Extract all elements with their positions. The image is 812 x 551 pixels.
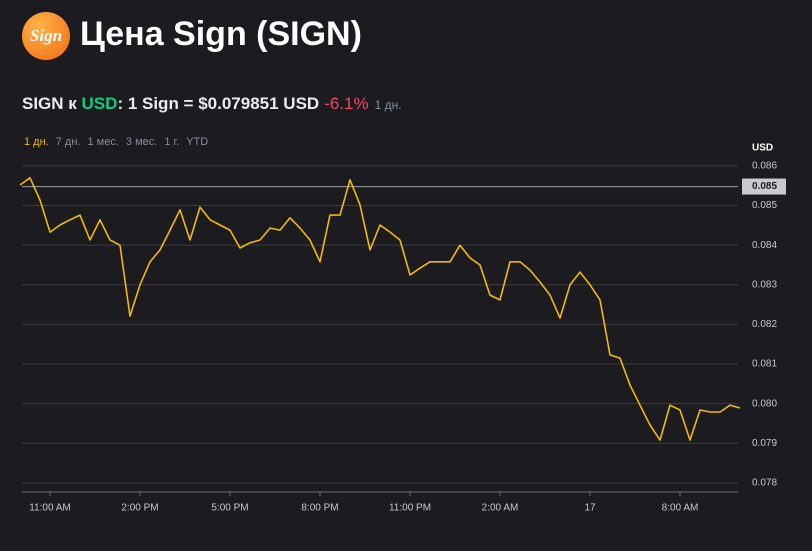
price-line: SIGN к USD: 1 Sign = $0.079851 USD -6.1% 1… bbox=[22, 94, 402, 114]
x-tick-label: 11:00 AM bbox=[29, 503, 71, 514]
reference-label: 0.085 bbox=[752, 181, 777, 192]
x-tick-label: 8:00 AM bbox=[662, 503, 699, 514]
y-tick-label: 0.086 bbox=[752, 161, 777, 172]
range-tab[interactable]: 3 мес. bbox=[125, 136, 158, 148]
range-tabs: 1 дн. 7 дн. 1 мес. 3 мес. 1 г. YTD bbox=[24, 136, 215, 148]
range-tab[interactable]: YTD bbox=[186, 136, 209, 148]
range-tab[interactable]: 1 г. bbox=[164, 136, 180, 148]
x-tick-label: 2:00 AM bbox=[482, 503, 519, 514]
range-tab[interactable]: 7 дн. bbox=[55, 136, 81, 148]
period: 1 дн. bbox=[374, 98, 402, 112]
price-line bbox=[19, 177, 741, 441]
logo: Sign bbox=[22, 12, 70, 60]
y-tick-label: 0.085 bbox=[752, 200, 777, 211]
x-tick-label: 2:00 PM bbox=[121, 503, 158, 514]
rate: : 1 Sign = $0.079851 USD bbox=[117, 94, 320, 113]
y-tick-label: 0.084 bbox=[752, 240, 777, 251]
y-tick-label: 0.078 bbox=[752, 478, 777, 489]
reference-label-box bbox=[742, 178, 786, 195]
page-title: Цена Sign (SIGN) bbox=[80, 15, 362, 53]
base: SIGN к bbox=[22, 94, 77, 113]
range-tab[interactable]: 1 дн. bbox=[24, 136, 49, 148]
x-tick-label: 11:00 PM bbox=[389, 503, 431, 514]
x-tick-label: 5:00 PM bbox=[211, 503, 248, 514]
y-tick-label: 0.081 bbox=[752, 359, 777, 370]
y-tick-label: 0.079 bbox=[752, 438, 777, 449]
x-tick-label: 8:00 PM bbox=[301, 503, 338, 514]
x-tick-label: 17 bbox=[584, 503, 596, 514]
range-tab[interactable]: 1 мес. bbox=[87, 136, 119, 148]
y-unit: USD bbox=[752, 143, 773, 154]
y-tick-label: 0.083 bbox=[752, 279, 777, 290]
y-tick-label: 0.082 bbox=[752, 319, 777, 330]
quote: USD bbox=[81, 94, 118, 113]
y-tick-label: 0.080 bbox=[752, 398, 777, 409]
change: -6.1% bbox=[324, 94, 369, 113]
